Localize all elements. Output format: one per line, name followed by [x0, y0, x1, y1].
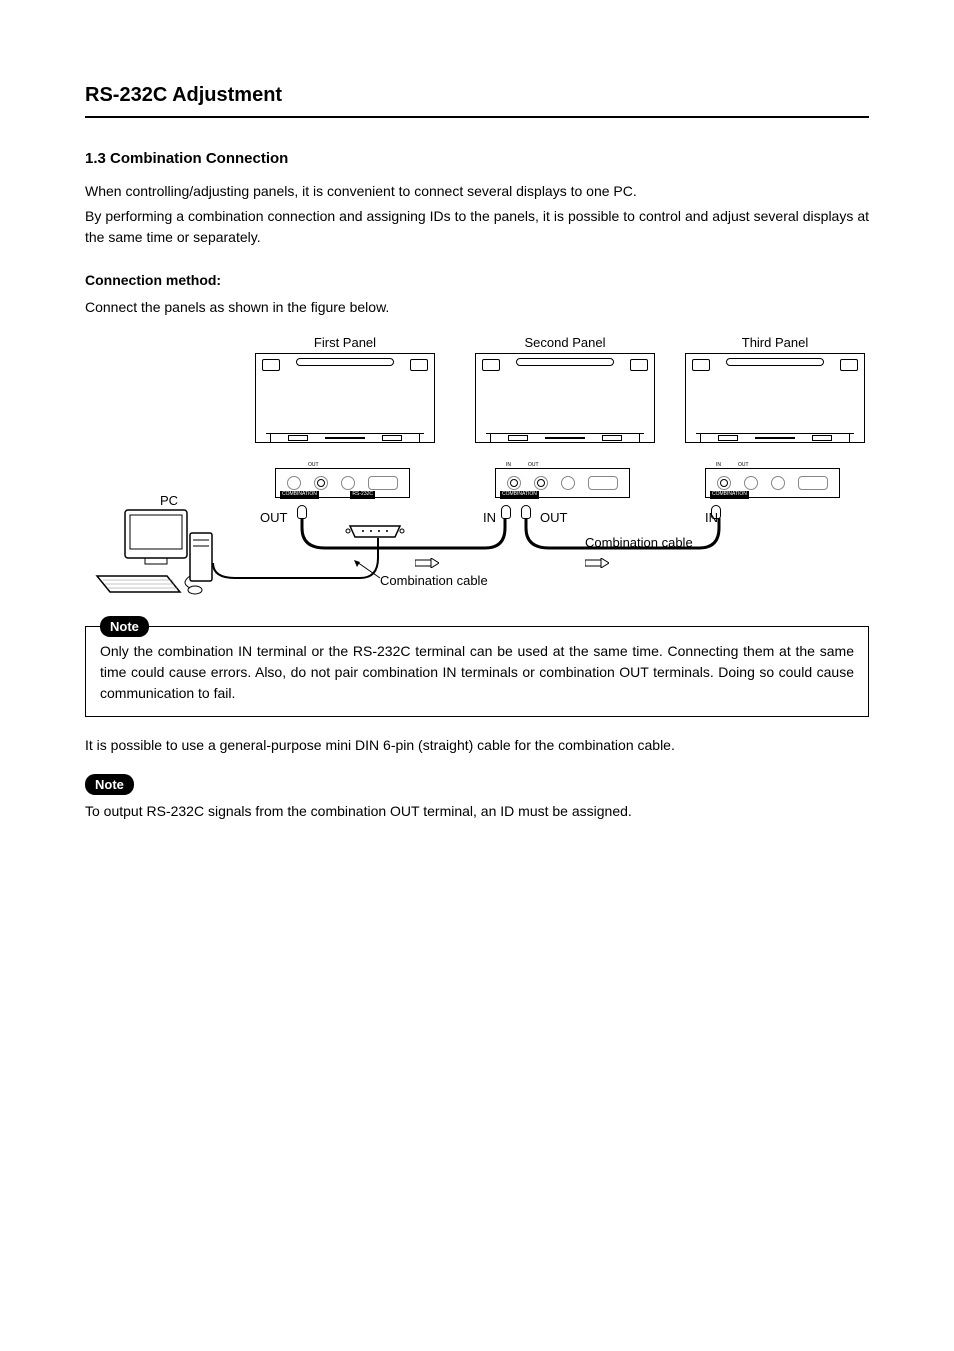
- plug-icon: [297, 505, 307, 519]
- port-rect-icon: [368, 476, 398, 490]
- note-badge-2: Note: [85, 774, 134, 796]
- port-circle-icon: [561, 476, 575, 490]
- port-circle-icon: [507, 476, 521, 490]
- port-box-2: IN OUT COMBINATION: [495, 468, 630, 498]
- intro-paragraph-2: By performing a combination connection a…: [85, 206, 869, 248]
- note2-text: To output RS-232C signals from the combi…: [85, 801, 869, 822]
- port-out-tiny-3: OUT: [738, 462, 749, 470]
- plug-icon: [711, 505, 721, 519]
- note-block-2: Note To output RS-232C signals from the …: [85, 774, 869, 823]
- port-rect-icon: [798, 476, 828, 490]
- panel-label-1: First Panel: [255, 333, 435, 353]
- cable-arrow-icon: [585, 558, 609, 568]
- port-out-tiny-2: OUT: [528, 462, 539, 470]
- port-box-1: OUT COMBINATION RS-232C: [275, 468, 410, 498]
- connection-diagram: First Panel Second Panel Third Panel: [85, 333, 865, 608]
- cable-arrow-icon: [415, 558, 439, 568]
- leader-line-icon: [352, 560, 382, 580]
- port-box-3: IN OUT COMBINATION: [705, 468, 840, 498]
- combo-label-2: COMBINATION: [500, 491, 539, 499]
- note-badge-1: Note: [100, 616, 149, 638]
- diagram-panel-1: [255, 353, 435, 443]
- section-title: 1.3 Combination Connection: [85, 148, 869, 171]
- plug-icon: [521, 505, 531, 519]
- panel-label-2: Second Panel: [475, 333, 655, 353]
- port-out-tiny-1: OUT: [308, 462, 319, 470]
- rs232-label-1: RS-232C: [350, 491, 375, 499]
- connection-method-text: Connect the panels as shown in the figur…: [85, 297, 869, 318]
- combo-label-1: COMBINATION: [280, 491, 319, 499]
- port-circle-icon: [314, 476, 328, 490]
- port-rect-icon: [588, 476, 618, 490]
- cable-label-2: Combination cable: [585, 533, 693, 553]
- port-in-tiny-2: IN: [506, 462, 511, 470]
- combo-label-3: COMBINATION: [710, 491, 749, 499]
- plug-icon: [501, 505, 511, 519]
- page-title: RS-232C Adjustment: [85, 80, 869, 118]
- cable-label-1: Combination cable: [380, 571, 488, 591]
- intro-paragraph-1: When controlling/adjusting panels, it is…: [85, 181, 869, 202]
- panel-label-3: Third Panel: [685, 333, 865, 353]
- diagram-panel-3: [685, 353, 865, 443]
- port-in-tiny-3: IN: [716, 462, 721, 470]
- note-box-1: Note Only the combination IN terminal or…: [85, 626, 869, 717]
- port-circle-icon: [534, 476, 548, 490]
- connection-method-heading: Connection method:: [85, 270, 869, 291]
- port-circle-icon: [341, 476, 355, 490]
- port-circle-icon: [287, 476, 301, 490]
- note1-text: Only the combination IN terminal or the …: [100, 641, 854, 704]
- port-circle-icon: [771, 476, 785, 490]
- pc-icon: [95, 508, 215, 598]
- between-notes-text: It is possible to use a general-purpose …: [85, 735, 869, 756]
- io-out-label-1: OUT: [260, 508, 287, 528]
- diagram-panel-2: [475, 353, 655, 443]
- port-circle-icon: [717, 476, 731, 490]
- port-circle-icon: [744, 476, 758, 490]
- intro-block: When controlling/adjusting panels, it is…: [85, 181, 869, 248]
